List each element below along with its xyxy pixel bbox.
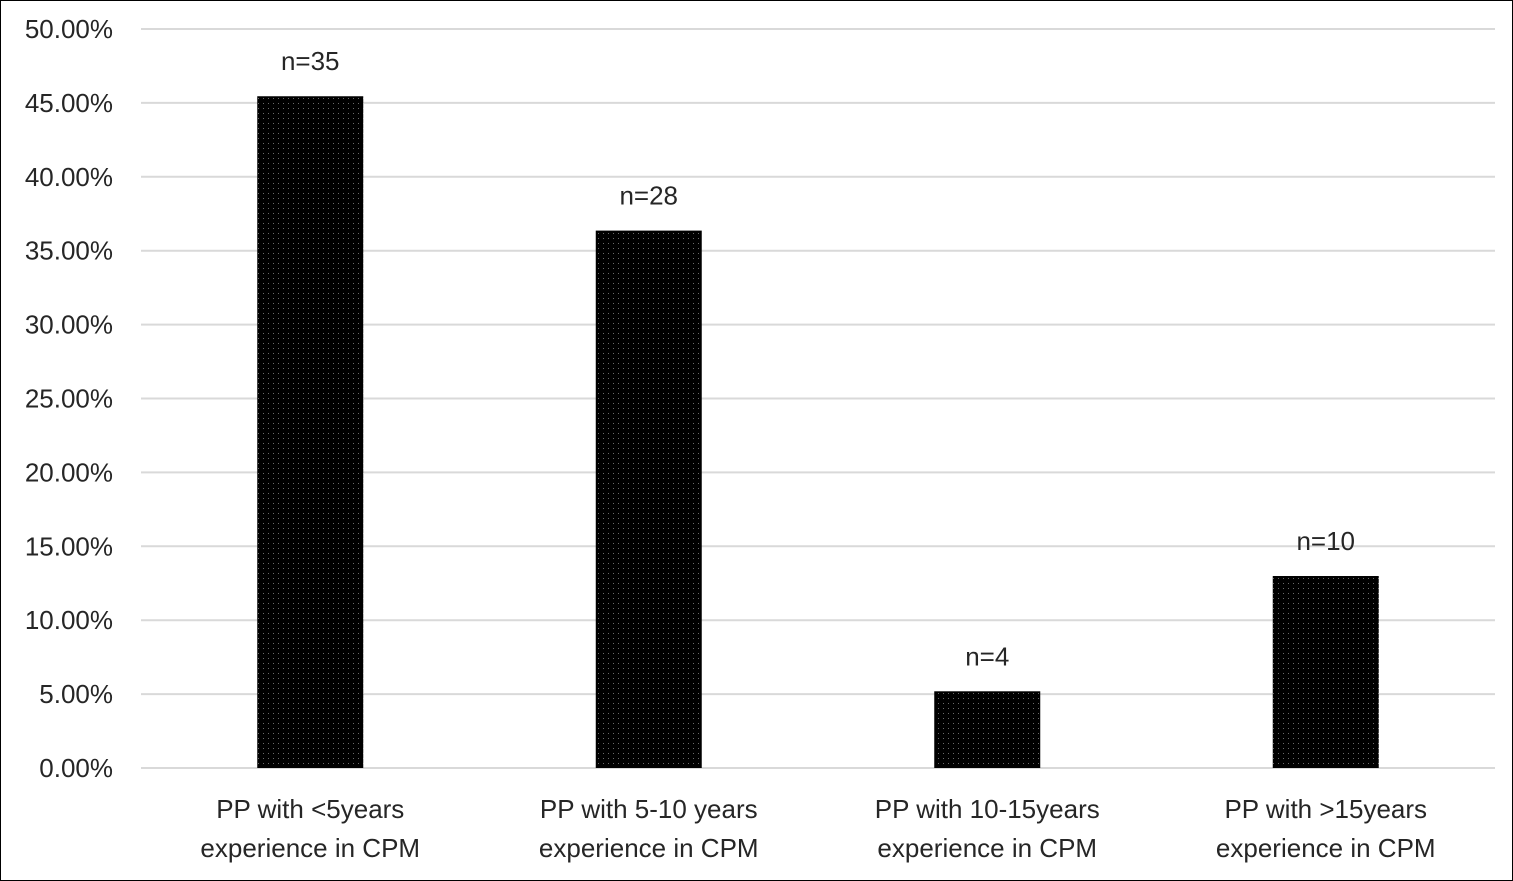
y-tick-label: 5.00% [39, 679, 113, 709]
y-tick-label: 50.00% [25, 14, 113, 44]
data-label: n=28 [619, 181, 678, 211]
bar [934, 691, 1041, 768]
data-labels: n=35 n=28 n=4 n=10 [281, 46, 1355, 671]
x-category-label: PP with 5-10 years [540, 794, 758, 824]
y-tick-label: 25.00% [25, 384, 113, 414]
x-category-label: PP with >15years [1224, 794, 1427, 824]
x-category-label: PP with 10-15years [875, 794, 1100, 824]
y-tick-label: 15.00% [25, 531, 113, 561]
y-tick-label: 10.00% [25, 605, 113, 635]
gridlines [141, 28, 1495, 769]
data-label: n=10 [1296, 526, 1355, 556]
x-category-label: PP with <5years [216, 794, 404, 824]
y-tick-label: 30.00% [25, 310, 113, 340]
x-category-label: experience in CPM [539, 833, 759, 863]
x-axis: PP with <5years experience in CPM PP with … [200, 794, 1435, 863]
y-axis: 0.00% 5.00% 10.00% 15.00% 20.00% 25.00% 30.00%… [25, 14, 113, 783]
x-category-label: experience in CPM [1216, 833, 1436, 863]
y-tick-label: 45.00% [25, 88, 113, 118]
x-category-label: experience in CPM [877, 833, 1097, 863]
y-tick-label: 40.00% [25, 162, 113, 192]
y-tick-label: 0.00% [39, 753, 113, 783]
y-tick-label: 20.00% [25, 457, 113, 487]
data-label: n=4 [965, 641, 1009, 671]
bar [595, 230, 702, 769]
x-category-label: experience in CPM [200, 833, 420, 863]
bar [257, 96, 364, 768]
data-label: n=35 [281, 46, 340, 76]
y-tick-label: 35.00% [25, 236, 113, 266]
bar [1272, 576, 1379, 768]
bars [257, 96, 1379, 769]
